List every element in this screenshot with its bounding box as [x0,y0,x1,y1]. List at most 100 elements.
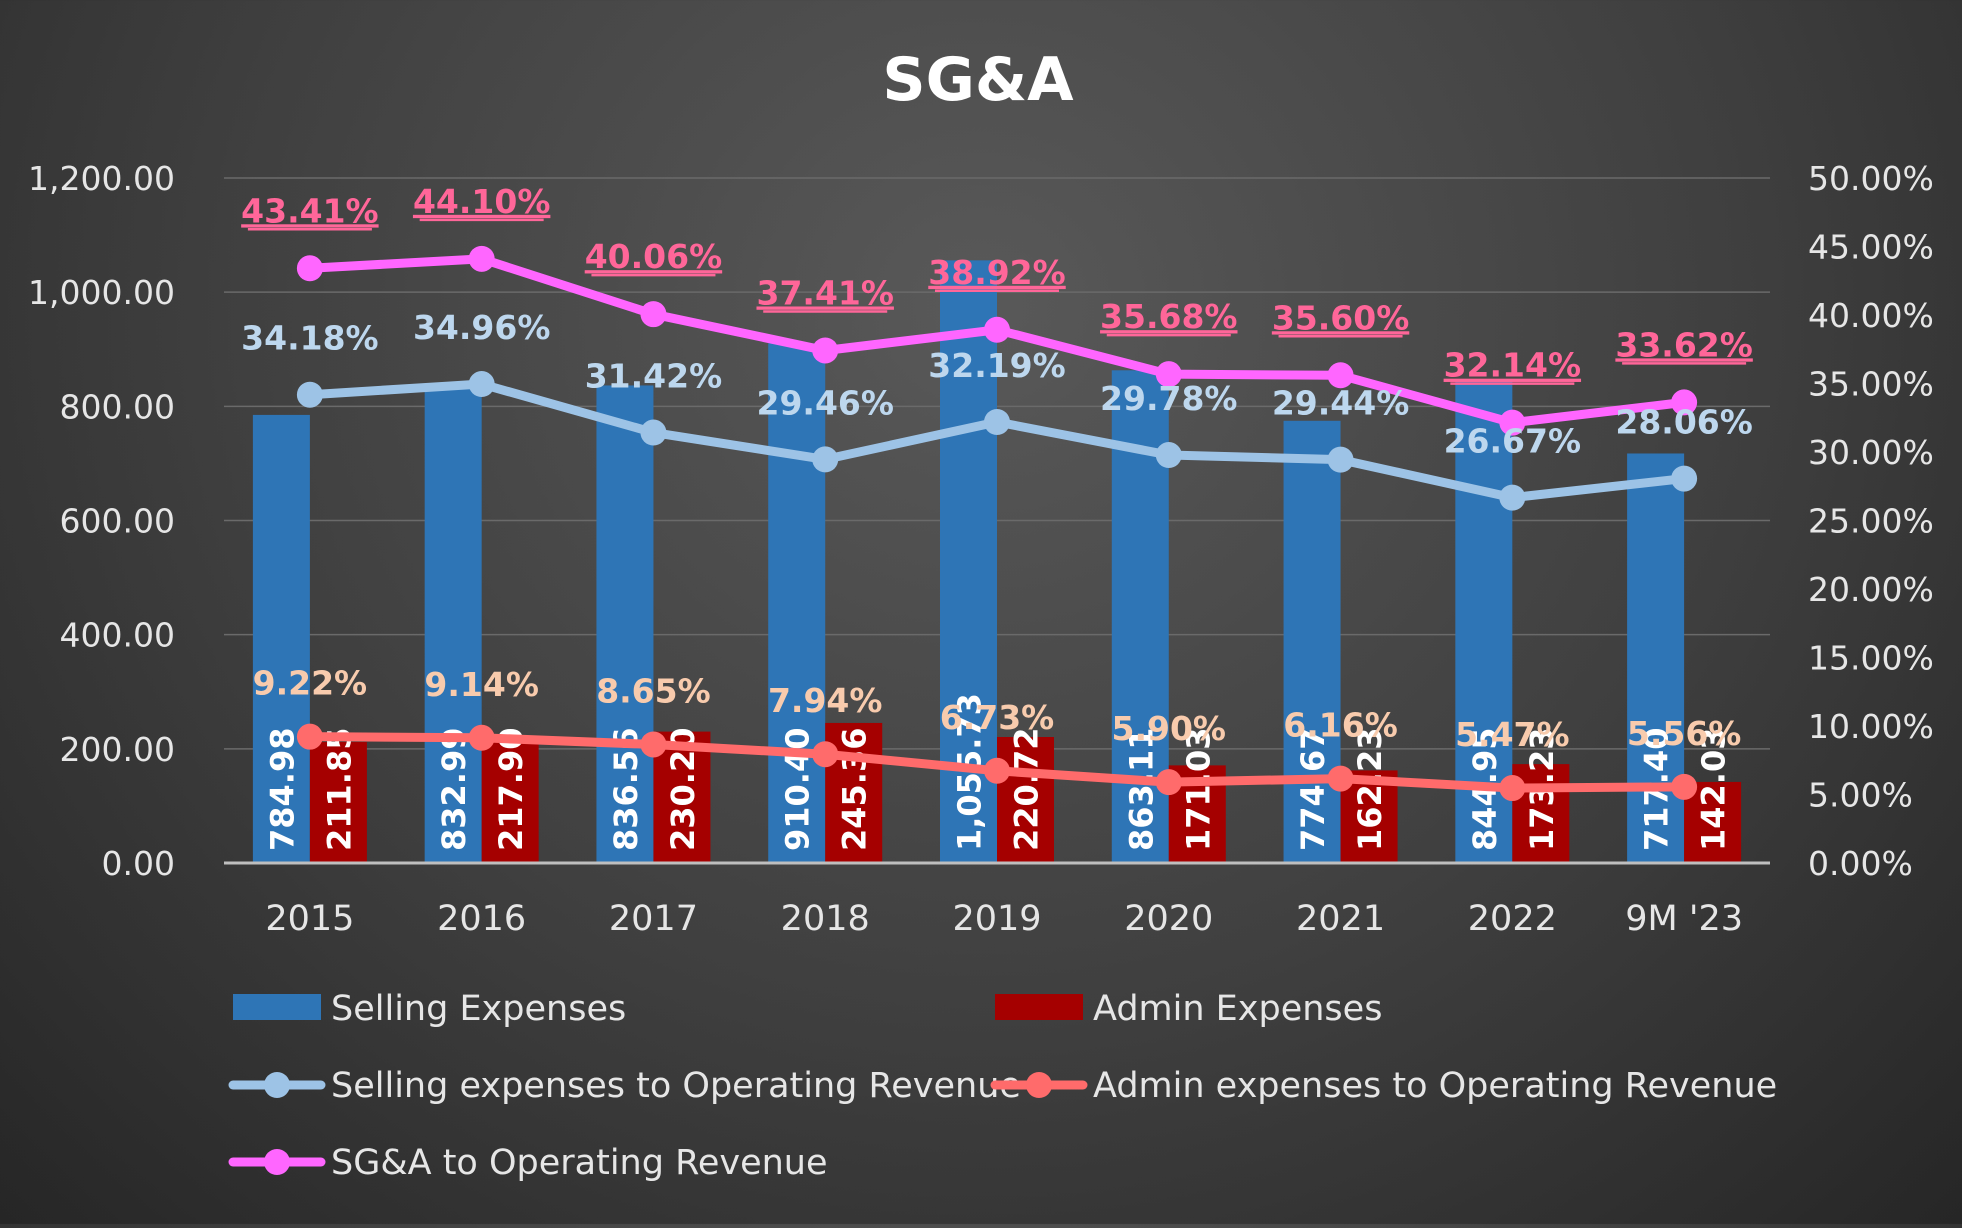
sga-ratio-value-label: 40.06% [585,237,722,276]
selling-ratio-value-label: 28.06% [1615,403,1752,442]
selling-ratio-point [1671,465,1698,492]
sga-ratio-point [812,337,839,364]
selling-ratio-value-label: 31.42% [585,357,722,396]
admin-expenses-value-label: 171.03 [1179,728,1217,851]
sga-ratio-point [468,245,495,272]
legend-label: SG&A to Operating Revenue [331,1143,828,1183]
selling-ratio-point [640,419,667,446]
legend-label: Admin Expenses [1093,989,1382,1029]
x-category-label: 2016 [437,899,526,939]
sga-ratio-value-label: 44.10% [413,182,550,221]
admin-ratio-value-label: 6.73% [940,698,1055,737]
sga-ratio-point [1327,362,1354,389]
right-tick-label: 10.00% [1808,707,1934,746]
admin-expenses-bar [997,737,1054,863]
sga-ratio-value-label: 37.41% [756,273,893,312]
sga-ratio-point [984,316,1010,343]
x-category-label: 2021 [1296,899,1385,939]
sga-ratio-point [1155,361,1182,388]
admin-ratio-point [296,723,323,750]
selling-expenses-bar [252,414,310,863]
x-axis: 2015 2016 2017 2018 2019 2020 2021 2022 9M '23 [265,899,1743,939]
right-tick-label: 0.00% [1808,844,1913,883]
x-category-label: 9M '23 [1625,899,1743,939]
selling-expenses-bar [1283,420,1341,863]
left-tick-label: 200.00 [60,730,175,769]
selling-expenses-bar [596,385,654,863]
selling-ratio-point [1155,442,1182,469]
selling-expenses-value-label: 774.67 [1294,728,1332,851]
legend-label: Selling Expenses [331,989,626,1029]
left-y-axis: 0.00 200.00 400.00 600.00 800.00 1,000.00 1,20… [28,159,175,883]
admin-expenses-value-label: 217.90 [492,728,530,851]
right-y-axis: 0.00% 5.00% 10.00% 15.00% 20.00% 25.00% 30.00%… [1808,159,1934,883]
sga-ratio-point [640,301,667,328]
sga-ratio-value-label: 33.62% [1615,325,1752,364]
ratio-lines [296,245,1698,802]
selling-expenses-bar [768,343,826,863]
x-category-label: 2015 [265,899,354,939]
admin-ratio-point [1327,765,1354,792]
admin-ratio-value-label: 5.56% [1627,714,1742,753]
legend-label: Selling expenses to Operating Revenue [331,1066,1021,1106]
selling-ratio-value-label: 32.19% [928,346,1065,385]
admin-ratio-value-label: 7.94% [768,681,883,720]
selling-ratio-point [1327,446,1354,473]
chart-title: SG&A [882,45,1074,115]
admin-ratio-point [1671,773,1698,800]
ratio-value-labels: 34.18% 34.96% 31.42% 29.46% 32.19% 29.78% 29.4… [241,182,1753,754]
selling-ratio-value-label: 26.67% [1444,422,1581,461]
admin-expenses-value-label: 245.36 [836,728,874,851]
left-tick-label: 1,200.00 [28,159,175,198]
sga-ratio-point [1499,409,1526,436]
admin-expenses-value-label: 211.85 [320,728,358,851]
legend-swatch [233,994,321,1020]
legend-marker [264,1072,290,1098]
admin-expenses-value-label: 142.03 [1695,728,1733,851]
x-category-label: 2019 [952,899,1041,939]
left-tick-label: 400.00 [60,616,175,655]
x-category-label: 2017 [609,899,698,939]
admin-ratio-point [984,757,1010,784]
left-tick-label: 800.00 [60,387,175,426]
selling-ratio-value-label: 34.18% [241,319,378,358]
admin-expenses-value-label: 162.23 [1351,728,1389,851]
right-tick-label: 35.00% [1808,365,1934,404]
admin-expenses-bar [481,738,539,863]
right-tick-label: 30.00% [1808,433,1934,472]
selling-ratio-value-label: 29.78% [1100,379,1237,418]
admin-ratio-point [1155,769,1182,796]
selling-ratio-point [296,381,323,408]
admin-ratio-value-label: 9.14% [424,665,539,704]
x-category-label: 2020 [1124,899,1213,939]
sga-ratio-value-label: 38.92% [928,253,1065,292]
selling-expenses-value-label: 863.11 [1122,728,1160,851]
admin-ratio-value-label: 8.65% [596,671,711,710]
selling-expenses-value-label: 784.98 [263,728,301,851]
admin-ratio-value-label: 5.47% [1455,715,1570,754]
sga-ratio-value-label: 35.68% [1100,297,1237,336]
selling-ratio-point [812,446,839,473]
right-tick-label: 25.00% [1808,502,1934,541]
right-tick-label: 20.00% [1808,570,1934,609]
sga-ratio-value-label: 35.60% [1272,298,1409,337]
admin-ratio-point [812,741,839,768]
right-tick-label: 5.00% [1808,776,1913,815]
x-category-label: 2018 [781,899,870,939]
legend-label: Admin expenses to Operating Revenue [1093,1066,1777,1106]
left-tick-label: 600.00 [60,502,175,541]
sga-ratio-value-label: 43.41% [241,191,378,230]
selling-ratio-point [468,371,495,398]
right-tick-label: 40.00% [1808,296,1934,335]
selling-expenses-value-label: 832.99 [435,728,473,851]
admin-ratio-value-label: 9.22% [253,664,368,703]
selling-expenses-value-label: 910.40 [779,728,817,851]
left-tick-label: 0.00 [102,844,175,883]
sga-ratio-point [1671,389,1698,416]
sga-ratio-value-label: 32.14% [1444,346,1581,385]
admin-expenses-bar [309,742,367,863]
sga-ratio-point [296,255,323,282]
legend: Selling Expenses Admin Expenses Selling ex… [228,989,1777,1183]
selling-ratio-point [1499,484,1526,511]
